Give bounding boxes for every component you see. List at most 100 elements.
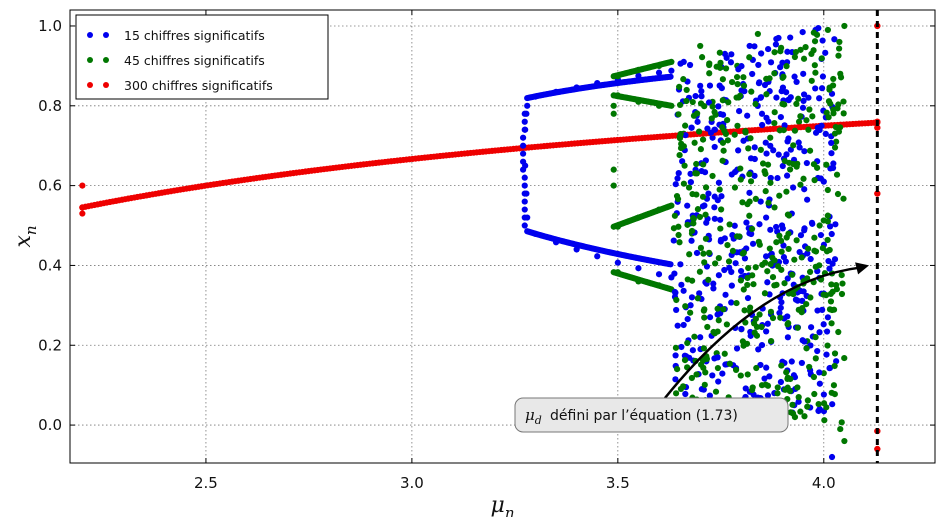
series-2-point bbox=[748, 225, 756, 233]
series-1-point bbox=[677, 60, 684, 67]
series-2-point bbox=[767, 179, 774, 186]
series-1-point bbox=[812, 85, 819, 92]
series-1-point bbox=[757, 198, 764, 205]
series-2-point bbox=[833, 171, 841, 178]
series-2-point bbox=[827, 100, 834, 107]
series-2-point bbox=[752, 195, 759, 202]
series-1-point bbox=[803, 159, 810, 167]
series-2-point bbox=[841, 22, 848, 30]
series-2-point bbox=[737, 176, 744, 183]
series-1-point bbox=[764, 320, 771, 327]
series-2-point bbox=[680, 143, 687, 150]
series-1-point bbox=[675, 169, 682, 177]
series-2-point bbox=[781, 101, 788, 108]
series-2-point bbox=[673, 296, 680, 304]
series-2-point bbox=[761, 259, 769, 266]
series-2-point bbox=[795, 95, 802, 102]
series-1-point bbox=[765, 45, 772, 53]
series-1-point bbox=[795, 139, 802, 146]
series-1-point bbox=[711, 193, 718, 200]
series-2-point bbox=[699, 136, 707, 143]
series-1-point bbox=[732, 260, 739, 267]
series-2-point bbox=[837, 74, 845, 81]
series-2-point bbox=[805, 126, 812, 133]
series-2-point bbox=[684, 221, 691, 228]
series-1-point bbox=[820, 321, 827, 328]
series-1-point bbox=[521, 222, 528, 229]
series-2-point bbox=[802, 44, 809, 51]
annotation-symbol-sub: d bbox=[535, 414, 542, 427]
series-1-point bbox=[816, 329, 823, 336]
series-1-point bbox=[793, 78, 800, 86]
series-2-point bbox=[744, 201, 751, 208]
legend: 15 chiffres significatifs 45 chiffres sig… bbox=[75, 14, 329, 100]
series-1-point bbox=[755, 346, 762, 353]
series-1-point bbox=[735, 147, 742, 154]
series-2-point bbox=[762, 381, 769, 388]
series-1-point bbox=[521, 190, 528, 197]
series-1-point bbox=[519, 166, 527, 173]
series-2-point bbox=[675, 223, 682, 230]
series-2-point bbox=[771, 70, 778, 77]
series-2-point bbox=[797, 181, 804, 188]
series-1-point bbox=[524, 102, 531, 109]
series-2-point bbox=[803, 117, 810, 124]
series-2-point bbox=[719, 139, 727, 146]
series-1-point bbox=[808, 324, 815, 331]
series-2-point bbox=[789, 401, 796, 408]
series-2-point bbox=[702, 184, 710, 191]
series-1-point bbox=[735, 66, 742, 73]
series-1-point bbox=[721, 266, 728, 274]
series-1-point bbox=[770, 147, 777, 154]
series-1-point bbox=[733, 345, 741, 352]
series-1-point bbox=[785, 135, 792, 142]
series-1-point bbox=[814, 347, 821, 355]
series-1-point bbox=[521, 110, 528, 117]
series-2-point bbox=[744, 371, 751, 378]
series-1-point bbox=[667, 261, 674, 268]
series-1-point bbox=[687, 179, 694, 186]
series-2-point bbox=[724, 241, 731, 249]
series-2-point bbox=[839, 280, 846, 287]
series-1-point bbox=[594, 253, 601, 260]
series-2-point bbox=[695, 128, 703, 135]
series-2-point bbox=[840, 98, 847, 105]
series-2-point bbox=[785, 230, 792, 237]
series-2-point bbox=[681, 162, 688, 169]
series-2-point bbox=[744, 274, 751, 282]
series-2-point bbox=[714, 305, 721, 312]
series-1-point bbox=[787, 94, 794, 101]
series-2-point bbox=[781, 280, 788, 287]
series-2-point bbox=[823, 161, 830, 168]
series-2-point bbox=[782, 386, 789, 393]
series-2-point bbox=[680, 76, 687, 83]
y-tick-label: 1.0 bbox=[38, 17, 62, 35]
series-2-point bbox=[683, 86, 690, 94]
series-2-point bbox=[838, 290, 846, 298]
series-2-point bbox=[744, 281, 751, 289]
series-2-point bbox=[795, 394, 802, 401]
series-2-point bbox=[754, 30, 761, 38]
series-1-point bbox=[519, 134, 527, 141]
series-1-point bbox=[711, 143, 718, 151]
series-2-point bbox=[666, 59, 673, 66]
series-1-point bbox=[777, 114, 784, 121]
y-tick-label: 0.6 bbox=[38, 177, 62, 195]
series-1-point bbox=[688, 124, 695, 131]
series-2-point bbox=[837, 425, 844, 433]
series-1-point bbox=[829, 401, 836, 408]
x-tick-label: 3.0 bbox=[400, 474, 424, 492]
series-2-point bbox=[705, 276, 712, 283]
series-1-point bbox=[829, 164, 837, 172]
series-2-point bbox=[774, 390, 781, 397]
series-2-point bbox=[715, 255, 722, 262]
series-2-point bbox=[706, 70, 713, 77]
series-2-point bbox=[794, 384, 801, 391]
series-2-point bbox=[759, 160, 767, 167]
series-2-point bbox=[831, 144, 839, 151]
series-1-point bbox=[788, 358, 795, 365]
series-2-point bbox=[687, 309, 694, 316]
series-2-point bbox=[676, 152, 683, 159]
series-1-point bbox=[783, 89, 790, 96]
plot-area bbox=[79, 22, 881, 461]
